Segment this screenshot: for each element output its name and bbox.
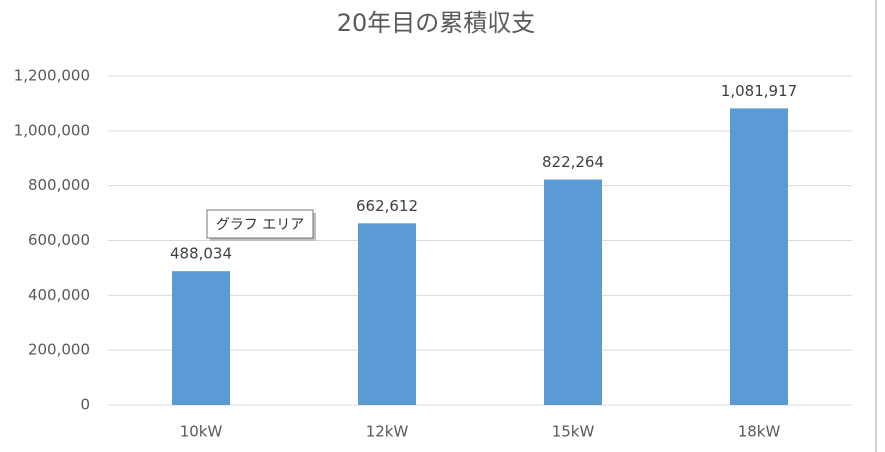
value-label: 488,034: [170, 245, 232, 263]
value-label: 1,081,917: [721, 82, 797, 100]
tooltip-text: グラフ エリア: [216, 217, 304, 233]
y-tick-label: 1,000,000: [14, 121, 90, 139]
x-tick-label: 12kW: [366, 423, 409, 441]
value-label: 662,612: [356, 197, 418, 215]
value-label: 822,264: [542, 153, 604, 171]
bar: [544, 179, 602, 405]
y-tick-label: 400,000: [28, 286, 90, 304]
chart-title: 20年目の累積収支: [337, 9, 536, 37]
x-tick-label: 15kW: [552, 423, 595, 441]
y-tick-label: 800,000: [28, 176, 90, 194]
bar: [358, 223, 416, 405]
x-tick-label: 18kW: [738, 423, 781, 441]
bar: [172, 271, 230, 405]
y-tick-label: 600,000: [28, 231, 90, 249]
y-tick-label: 1,200,000: [14, 67, 90, 85]
y-tick-label: 200,000: [28, 341, 90, 359]
tooltip-box: [206, 209, 314, 239]
y-tick-label: 0: [80, 396, 90, 414]
bar: [730, 108, 788, 405]
x-tick-label: 10kW: [180, 423, 223, 441]
